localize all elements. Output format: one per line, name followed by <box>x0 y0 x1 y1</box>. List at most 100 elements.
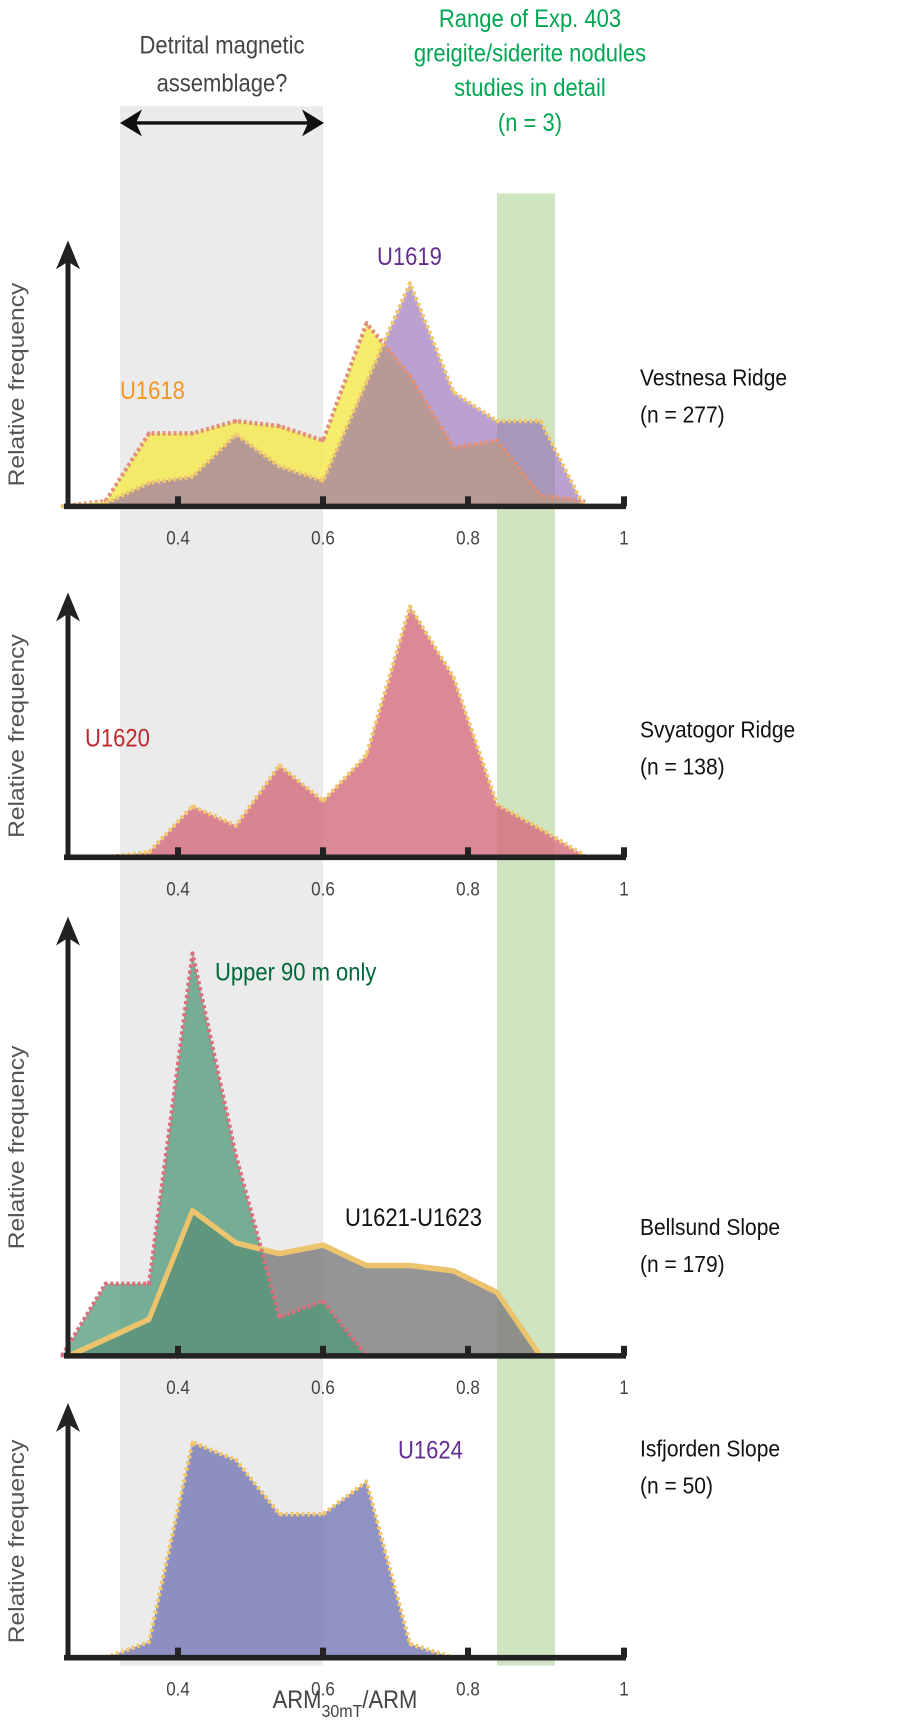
series-area-u1624 <box>105 1442 454 1658</box>
data-point <box>278 763 281 767</box>
x-tick <box>621 496 627 507</box>
x-tick-label: 0.4 <box>166 528 190 549</box>
data-point <box>408 604 412 609</box>
data-point <box>495 1290 499 1295</box>
x-tick-label: 0.4 <box>166 878 190 899</box>
x-tick <box>465 1345 471 1356</box>
series-label: U1618 <box>120 377 185 404</box>
x-tick <box>320 1647 326 1658</box>
data-point <box>365 1263 368 1268</box>
series-line-u1624 <box>104 1440 455 1660</box>
y-axis-label: Relative frequency <box>4 1045 29 1249</box>
y-axis-arrow-icon <box>56 240 80 270</box>
data-point <box>365 321 368 325</box>
x-tick <box>465 1647 471 1658</box>
data-point <box>234 432 238 437</box>
detrital-label-line2: assemblage? <box>157 70 288 97</box>
data-point <box>278 1252 281 1256</box>
x-tick-label: 1 <box>619 1377 628 1398</box>
site-name: Vestnesa Ridge <box>640 365 787 391</box>
x-tick <box>465 496 471 507</box>
series-label: U1621-U1623 <box>345 1204 482 1231</box>
x-tick <box>320 496 326 507</box>
double-arrow-icon <box>120 109 324 137</box>
y-axis-label: Relative frequency <box>4 634 29 838</box>
x-tick <box>621 1647 627 1658</box>
x-tick <box>175 1647 181 1658</box>
x-tick <box>175 496 181 507</box>
series-label: U1619 <box>377 243 442 270</box>
data-point <box>60 1354 64 1358</box>
data-point <box>191 1440 194 1444</box>
series-label: U1620 <box>85 725 150 752</box>
data-point <box>539 419 542 423</box>
data-point <box>191 1208 194 1213</box>
data-point <box>278 424 281 428</box>
panel-1: 0.4 0.6 0.8 1 Relative frequency Svyatogor Ri… <box>4 592 795 900</box>
x-tick-label: 0.8 <box>456 1679 480 1700</box>
data-point <box>234 823 238 828</box>
x-tick-label: 0.6 <box>311 878 335 899</box>
site-count: (n = 277) <box>640 401 725 427</box>
y-axis-arrow-icon <box>56 916 80 946</box>
x-tick <box>465 847 471 858</box>
x-tick <box>621 1345 627 1356</box>
data-point <box>408 1263 412 1268</box>
x-tick-label: 0.6 <box>311 1377 335 1398</box>
data-point <box>234 1458 238 1462</box>
range-label-line2: greigite/siderite nodules <box>414 39 646 66</box>
data-point <box>147 850 151 854</box>
site-count: (n = 179) <box>640 1251 725 1277</box>
y-axis-label: Relative frequency <box>4 1439 29 1643</box>
data-point <box>321 438 325 443</box>
data-point <box>452 446 455 450</box>
site-name: Svyatogor Ridge <box>640 717 795 743</box>
data-point <box>191 474 194 479</box>
data-point <box>278 1315 281 1319</box>
data-point <box>234 1241 238 1245</box>
nodule-range-band <box>497 193 555 1666</box>
site-count: (n = 50) <box>640 1472 713 1498</box>
data-point <box>452 675 455 679</box>
x-tick <box>621 847 627 858</box>
y-axis-arrow-icon <box>56 1402 80 1432</box>
series-area-u1620 <box>105 606 584 858</box>
series-area-upper-90-m-only <box>62 953 584 1356</box>
data-point <box>147 481 151 485</box>
x-tick-label: 0.6 <box>311 528 335 549</box>
data-point <box>147 1317 151 1321</box>
data-point <box>321 1512 325 1516</box>
data-point <box>365 753 368 757</box>
x-tick-label: 0.6 <box>311 1679 335 1700</box>
data-point <box>104 1282 107 1286</box>
data-point <box>539 493 542 497</box>
data-point <box>321 1243 325 1247</box>
x-tick-label: 1 <box>619 878 628 899</box>
x-tick-label: 0.8 <box>456 528 480 549</box>
panel-2: 0.4 0.6 0.8 1 Relative frequency Bellsund Slo… <box>4 916 780 1398</box>
nodule-range-annotation: Range of Exp. 403 greigite/siderite nodu… <box>414 5 646 136</box>
data-point <box>495 802 499 806</box>
site-name: Bellsund Slope <box>640 1214 780 1240</box>
x-tick-label: 0.4 <box>166 1679 190 1700</box>
data-point <box>234 1154 238 1158</box>
y-axis-label: Relative frequency <box>4 282 29 486</box>
range-label-line4: (n = 3) <box>498 109 562 136</box>
data-point <box>147 1282 151 1286</box>
data-point <box>495 419 499 423</box>
data-point <box>147 1640 151 1644</box>
site-name: Isfjorden Slope <box>640 1435 780 1461</box>
x-tick <box>320 847 326 858</box>
x-axis-label-main: ARM <box>273 1686 322 1713</box>
data-point <box>191 431 194 436</box>
data-point <box>452 390 455 394</box>
detrital-label-line1: Detrital magnetic <box>139 32 304 59</box>
x-tick-label: 0.8 <box>456 1377 480 1398</box>
data-point <box>408 281 412 285</box>
series-label: Upper 90 m only <box>215 958 377 985</box>
panel-0: 0.4 0.6 0.8 1 Relative frequency Vestnesa Rid… <box>4 240 787 549</box>
range-label-line1: Range of Exp. 403 <box>439 5 621 32</box>
x-tick <box>320 1345 326 1356</box>
data-point <box>365 1479 368 1484</box>
